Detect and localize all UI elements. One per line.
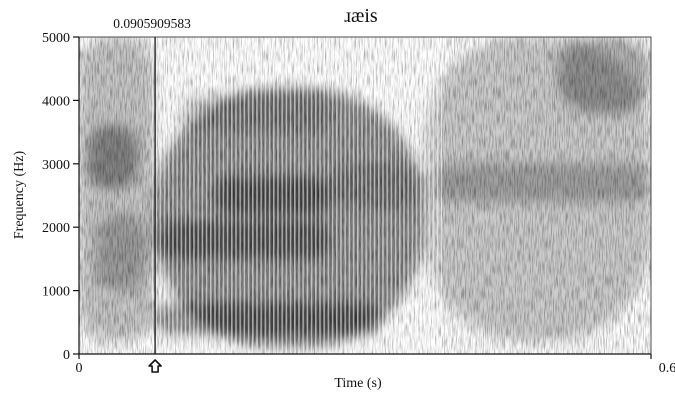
x-axis-title: Time (s) — [334, 376, 382, 391]
y-tick-label: 4000 — [42, 94, 70, 109]
spectrogram-plot-area — [79, 37, 651, 354]
y-tick-label: 0 — [63, 348, 70, 363]
x-tick-label: 0 — [76, 361, 83, 376]
y-tick-label: 3000 — [42, 158, 70, 173]
x-axis-ticks: 0 0.6809 — [76, 354, 675, 376]
y-tick-label: 5000 — [42, 31, 70, 46]
glottal-pulse-striations — [152, 37, 442, 354]
y-axis-title: Frequency (Hz) — [12, 151, 27, 240]
time-cursor-readout: 0.0905909583 — [113, 16, 191, 31]
chart-title: ɹæis — [344, 5, 378, 27]
y-axis-ticks: 0 1000 2000 3000 4000 5000 — [42, 31, 79, 363]
y-tick-label: 2000 — [42, 221, 70, 236]
x-tick-label: 0.6809 — [659, 361, 675, 376]
up-arrow-outline-icon[interactable] — [148, 359, 162, 373]
y-tick-label: 1000 — [42, 285, 70, 300]
